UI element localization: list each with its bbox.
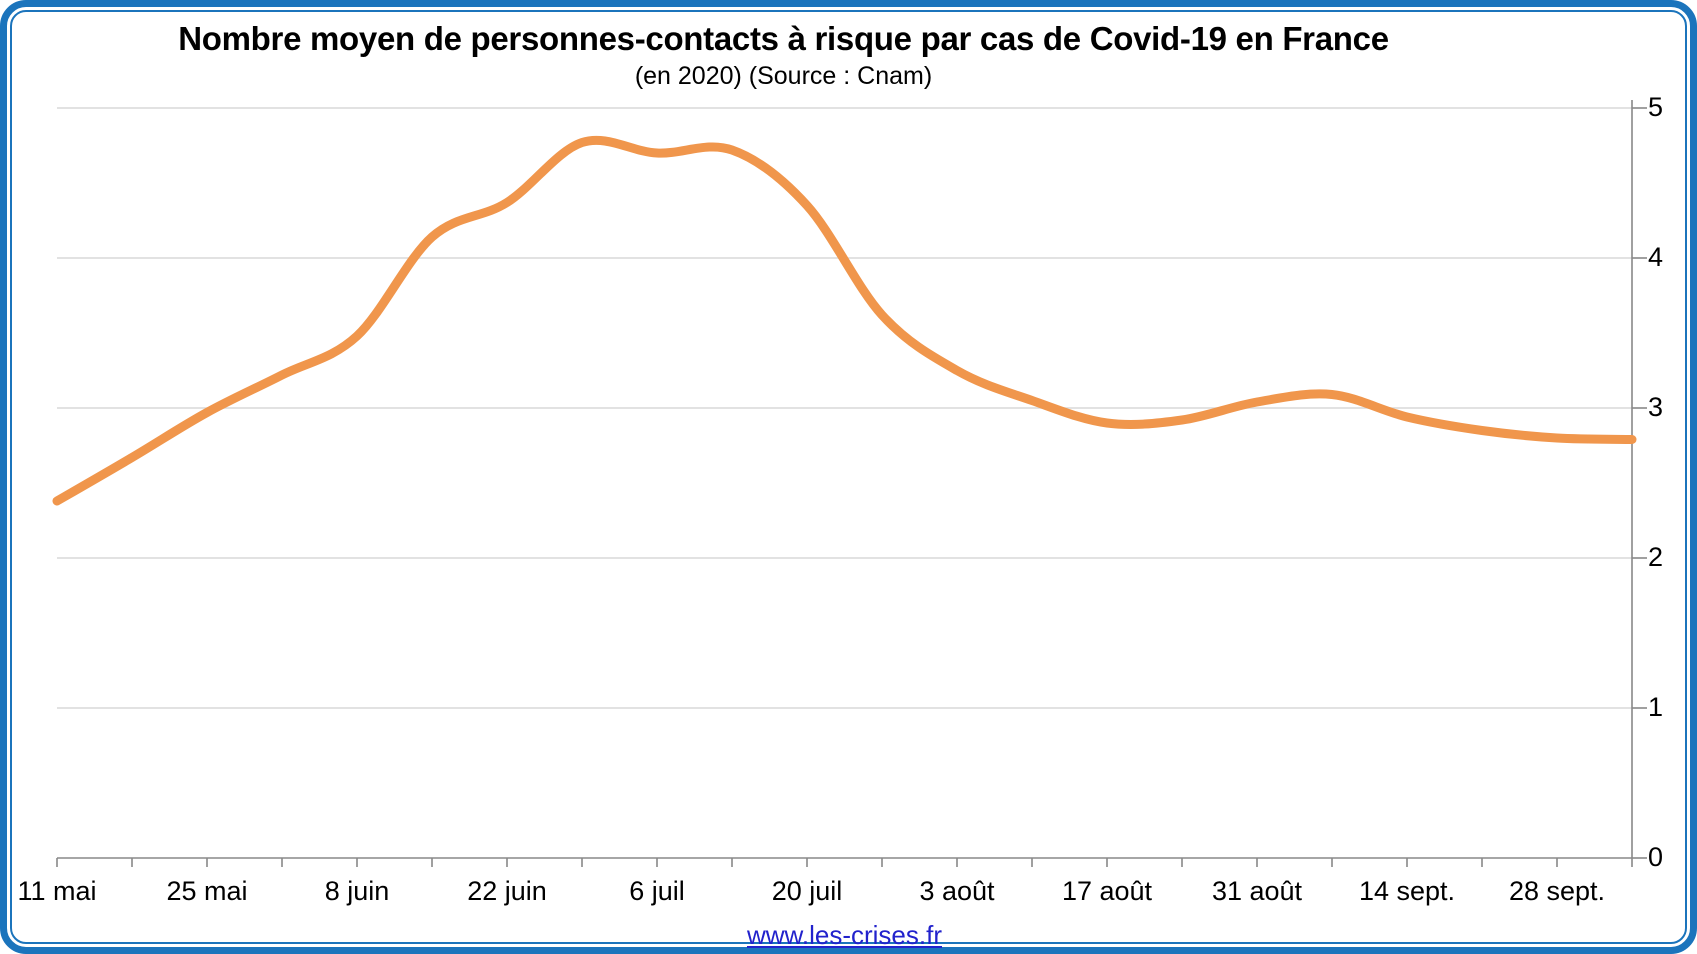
x-tick-label: 11 mai: [17, 876, 97, 906]
chart-subtitle: (en 2020) (Source : Cnam): [634, 62, 933, 90]
y-tick-label: 1: [1648, 691, 1664, 722]
x-tick-label: 20 juil: [771, 876, 843, 906]
x-tick-label: 3 août: [919, 876, 995, 906]
x-tick-label: 17 août: [1061, 876, 1153, 906]
x-tick-label: 22 juin: [467, 876, 547, 906]
y-tick-label: 5: [1648, 91, 1664, 122]
x-tick-label: 14 sept.: [1358, 876, 1456, 906]
x-tick-label: 6 juil: [629, 876, 685, 906]
y-tick-label: 4: [1648, 241, 1664, 272]
source-link[interactable]: www.les-crises.fr: [746, 920, 942, 950]
x-tick-label: 25 mai: [166, 876, 248, 906]
x-tick-label: 31 août: [1211, 876, 1303, 906]
data-line-series: [52, 135, 1637, 506]
x-tick-label: 28 sept.: [1508, 876, 1606, 906]
x-tick-label: 8 juin: [324, 876, 390, 906]
chart-title: Nombre moyen de personnes-contacts à ris…: [178, 20, 1389, 57]
y-tick-label: 3: [1648, 391, 1664, 422]
y-tick-label: 0: [1648, 841, 1664, 872]
y-tick-label: 2: [1648, 541, 1664, 572]
